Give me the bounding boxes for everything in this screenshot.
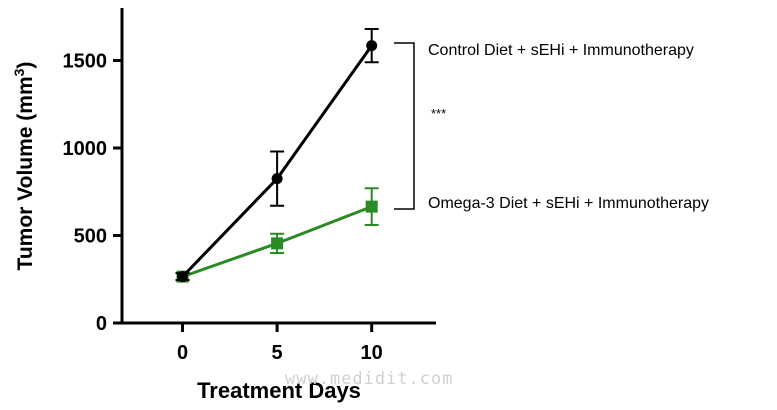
significance-label: *** <box>431 106 446 121</box>
y-tick-label: 0 <box>96 313 107 335</box>
plot-area: 0 500 1000 1500 0 5 10 <box>63 8 436 364</box>
y-axis-label: Tumor Volume (mm3) <box>11 62 37 271</box>
y-tick-label: 1000 <box>63 138 108 160</box>
x-tick-label: 0 <box>177 342 188 364</box>
significance-bracket <box>394 42 415 210</box>
omega3-point <box>271 237 284 250</box>
x-tick-label: 5 <box>272 342 283 364</box>
series-label-omega3: Omega-3 Diet + sEHi + Immunotherapy <box>428 195 709 212</box>
x-axis-label: Treatment Days <box>197 378 361 403</box>
control-point <box>366 40 378 52</box>
y-tick-label: 1500 <box>63 51 108 73</box>
y-axis-label-main: Tumor Volume (mm <box>14 76 37 270</box>
control-point <box>271 173 283 185</box>
watermark: www.medidit.com <box>285 369 454 389</box>
y-axis-label-sup: 3 <box>11 68 27 76</box>
y-axis-label-close: ) <box>14 62 37 69</box>
y-tick-label: 500 <box>74 226 107 248</box>
series-label-control: Control Diet + sEHi + Immunotherapy <box>428 42 694 59</box>
omega3-point <box>365 200 378 213</box>
control-point <box>177 271 189 283</box>
x-tick-label: 10 <box>361 342 383 364</box>
